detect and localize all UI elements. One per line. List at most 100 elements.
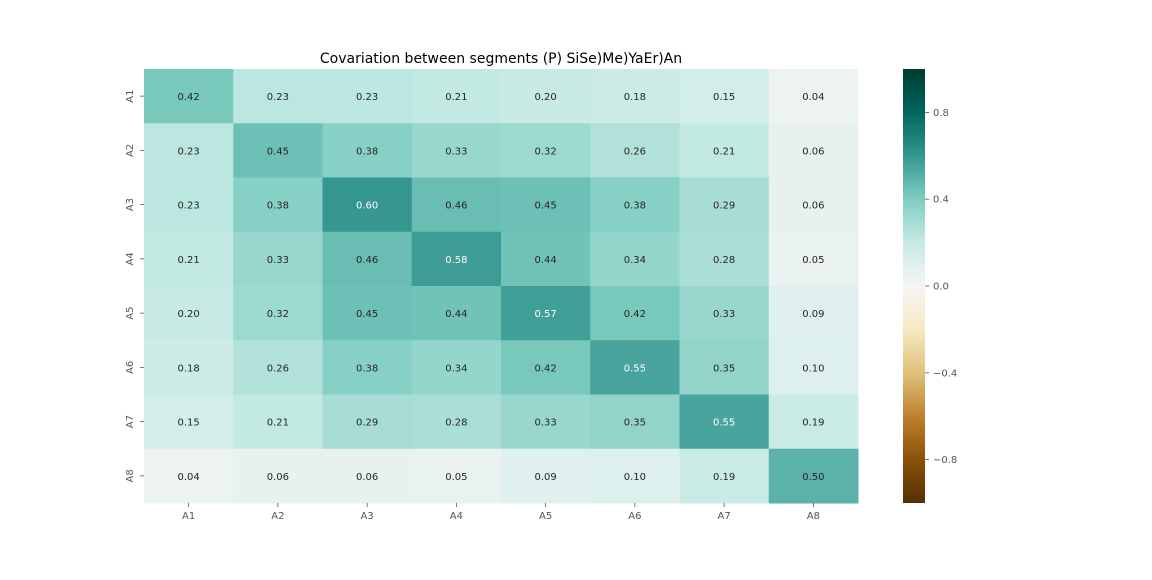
cell-value-label-r7-c2: 0.21: [267, 418, 289, 429]
heatmap-cells: 0.42 0.23 0.23 0.21 0.20 0.18 0.15 0.04 0.23 0.45…: [144, 69, 859, 504]
cell-value-label-r1-c3: 0.23: [356, 92, 378, 103]
cell-value-label-r8-c7: 0.19: [713, 472, 735, 483]
cell-value-label-r3-c1: 0.23: [177, 201, 199, 212]
x-axis: A1 A2 A3 A4 A5 A6 A7 A8: [182, 503, 820, 522]
cell-value-label-r5-c2: 0.32: [267, 309, 289, 320]
heatmap-cell-r2-c1: [144, 123, 234, 178]
heatmap-cell-r7-c4: [411, 394, 502, 450]
cell-value-label-r2-c5: 0.32: [534, 146, 556, 157]
heatmap-cell-r2-c3: [322, 123, 413, 178]
heatmap-cell-r8-c6: [590, 448, 680, 504]
heatmap-cell-r1-c7: [679, 69, 770, 124]
heatmap-cell-r5-c2: [233, 286, 323, 341]
cell-value-label-r7-c3: 0.29: [356, 418, 378, 429]
cell-value-label-r1-c7: 0.15: [713, 92, 735, 103]
heatmap-cell-r8-c5: [501, 448, 591, 504]
cell-value-label-r5-c4: 0.44: [445, 309, 467, 320]
heatmap-cell-r4-c6: [590, 231, 680, 287]
heatmap-cell-r8-c4: [411, 448, 502, 504]
cell-value-label-r6-c2: 0.26: [267, 363, 289, 374]
y-tick-label-2: A2: [125, 144, 136, 157]
heatmap-cell-r2-c8: [768, 123, 859, 178]
colorbar-tick-label-3: 0.0: [933, 282, 949, 293]
colorbar: 0.8 0.4 0.0 −0.4 −0.8: [903, 69, 957, 503]
heatmap-cell-r1-c8: [768, 69, 859, 124]
x-tick-label-5: A5: [539, 511, 552, 522]
cell-value-label-r8-c6: 0.10: [624, 472, 646, 483]
heatmap-cell-r2-c2: [233, 123, 323, 178]
heatmap-cell-r4-c7: [679, 231, 770, 287]
colorbar-tick-label-2: 0.4: [933, 195, 949, 206]
heatmap-cell-r2-c6: [590, 123, 680, 178]
heatmap-cell-r3-c1: [144, 177, 234, 233]
y-tick-label-1: A1: [125, 90, 136, 103]
heatmap-cell-r4-c1: [144, 231, 234, 287]
y-axis: A1 A2 A3 A4 A5 A6 A7 A8: [125, 90, 144, 482]
cell-value-label-r3-c5: 0.45: [534, 201, 556, 212]
x-tick-label-4: A4: [450, 511, 463, 522]
heatmap-cell-r6-c6: [590, 340, 680, 395]
y-tick-label-4: A4: [125, 252, 136, 265]
cell-value-label-r4-c2: 0.33: [267, 255, 289, 266]
y-tick-label-5: A5: [125, 307, 136, 320]
cell-value-label-r6-c5: 0.42: [534, 363, 556, 374]
cell-value-label-r5-c8: 0.09: [802, 309, 824, 320]
y-tick-label-3: A3: [125, 198, 136, 211]
cell-value-label-r8-c2: 0.06: [267, 472, 289, 483]
cell-value-label-r6-c3: 0.38: [356, 363, 378, 374]
x-tick-label-6: A6: [628, 511, 641, 522]
heatmap-cell-r8-c7: [679, 448, 770, 504]
cell-value-label-r7-c5: 0.33: [534, 418, 556, 429]
heatmap-cell-r1-c3: [322, 69, 413, 124]
cell-value-label-r5-c7: 0.33: [713, 309, 735, 320]
heatmap-cell-r6-c3: [322, 340, 413, 395]
cell-value-label-r8-c3: 0.06: [356, 472, 378, 483]
cell-value-label-r3-c8: 0.06: [802, 201, 824, 212]
cell-value-label-r7-c8: 0.19: [802, 418, 824, 429]
heatmap-cell-r4-c3: [322, 231, 413, 287]
cell-value-label-r6-c4: 0.34: [445, 363, 467, 374]
heatmap-cell-r8-c2: [233, 448, 323, 504]
heatmap-cell-r1-c5: [501, 69, 591, 124]
heatmap-cell-r6-c5: [501, 340, 591, 395]
cell-value-label-r4-c1: 0.21: [177, 255, 199, 266]
heatmap-cell-r7-c2: [233, 394, 323, 450]
heatmap-cell-r3-c6: [590, 177, 680, 233]
heatmap-cell-r1-c6: [590, 69, 680, 124]
cell-value-label-r4-c3: 0.46: [356, 255, 378, 266]
cell-value-label-r1-c6: 0.18: [624, 92, 646, 103]
heatmap-cell-r4-c2: [233, 231, 323, 287]
cell-value-label-r2-c4: 0.33: [445, 146, 467, 157]
cell-value-label-r2-c7: 0.21: [713, 146, 735, 157]
heatmap-cell-r4-c4: [411, 231, 502, 287]
colorbar-tick-label-1: 0.8: [933, 108, 949, 119]
cell-value-label-r8-c5: 0.09: [534, 472, 556, 483]
cell-value-label-r4-c4: 0.58: [445, 255, 467, 266]
colorbar-tick-label-4: −0.4: [933, 368, 957, 379]
y-tick-label-6: A6: [125, 361, 136, 374]
heatmap-cell-r1-c2: [233, 69, 323, 124]
cell-value-label-r1-c8: 0.04: [802, 92, 824, 103]
heatmap-cell-r1-c4: [411, 69, 502, 124]
cell-value-label-r4-c8: 0.05: [802, 255, 824, 266]
cell-value-label-r3-c3: 0.60: [356, 201, 378, 212]
heatmap-cell-r2-c7: [679, 123, 770, 178]
heatmap-cell-r5-c3: [322, 286, 413, 341]
heatmap-cell-r1-c1: [144, 69, 234, 124]
heatmap-cell-r3-c5: [501, 177, 591, 233]
cell-value-label-r2-c6: 0.26: [624, 146, 646, 157]
heatmap-cell-r4-c8: [768, 231, 859, 287]
cell-value-label-r2-c2: 0.45: [267, 146, 289, 157]
colorbar-gradient-bar: [903, 69, 925, 503]
cell-value-label-r7-c1: 0.15: [177, 418, 199, 429]
cell-value-label-r3-c7: 0.29: [713, 201, 735, 212]
cell-value-label-r2-c3: 0.38: [356, 146, 378, 157]
heatmap-cell-r4-c5: [501, 231, 591, 287]
heatmap-cell-r3-c4: [411, 177, 502, 233]
cell-value-label-r2-c1: 0.23: [177, 146, 199, 157]
cell-value-label-r6-c8: 0.10: [802, 363, 824, 374]
heatmap-cell-r5-c4: [411, 286, 502, 341]
cell-value-label-r5-c6: 0.42: [624, 309, 646, 320]
